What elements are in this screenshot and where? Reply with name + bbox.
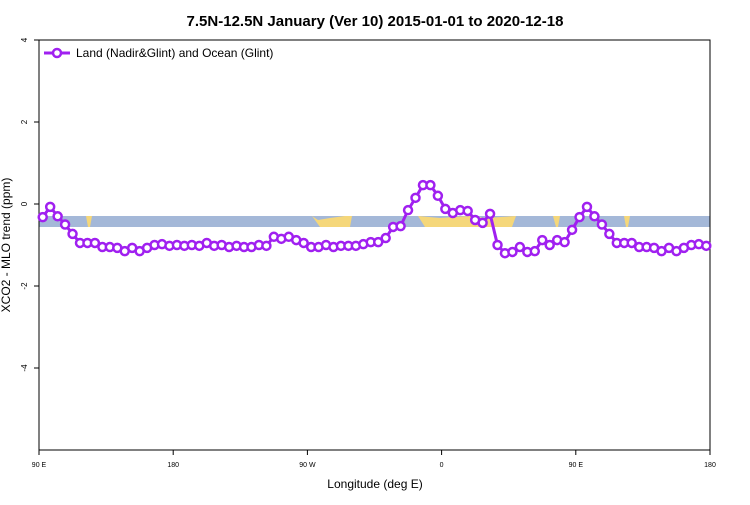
data-point bbox=[425, 179, 436, 191]
data-point bbox=[529, 245, 541, 257]
x-tick-label: 90 W bbox=[299, 462, 316, 469]
data-point bbox=[410, 192, 421, 204]
data-point bbox=[59, 219, 71, 230]
data-point bbox=[596, 219, 608, 230]
x-tick-label: 90 E bbox=[32, 462, 47, 469]
x-tick-label: 180 bbox=[167, 462, 179, 469]
chart-title: 7.5N-12.5N January (Ver 10) 2015-01-01 t… bbox=[187, 13, 564, 30]
x-axis-label: Longitude (deg E) bbox=[327, 477, 422, 491]
data-point bbox=[67, 228, 78, 240]
data-point bbox=[372, 236, 384, 248]
legend-marker bbox=[51, 47, 63, 59]
data-point bbox=[492, 239, 503, 251]
y-tick-label: -2 bbox=[20, 282, 29, 290]
data-point bbox=[626, 237, 637, 249]
data-point bbox=[581, 201, 593, 213]
data-point bbox=[484, 208, 496, 220]
data-point bbox=[52, 211, 63, 222]
data-point bbox=[462, 205, 473, 217]
legend-label: Land (Nadir&Glint) and Ocean (Glint) bbox=[76, 46, 273, 60]
data-point bbox=[261, 240, 272, 252]
data-point bbox=[574, 211, 585, 223]
data-point bbox=[395, 220, 406, 232]
x-tick-label: 90 E bbox=[569, 462, 584, 469]
data-point bbox=[566, 224, 578, 236]
data-point bbox=[44, 201, 56, 213]
data-point bbox=[514, 241, 526, 253]
data-point bbox=[89, 237, 101, 249]
data-point bbox=[701, 240, 712, 252]
legend: Land (Nadir&Glint) and Ocean (Glint) bbox=[44, 46, 273, 60]
reference-band bbox=[39, 216, 710, 227]
y-tick-label: 4 bbox=[20, 37, 29, 42]
data-point bbox=[432, 190, 444, 202]
y-tick-label: -4 bbox=[20, 364, 29, 372]
data-point bbox=[544, 239, 555, 251]
data-point bbox=[37, 211, 48, 223]
data-point bbox=[477, 217, 488, 229]
data-point bbox=[507, 246, 518, 258]
data-point bbox=[559, 236, 570, 248]
data-point bbox=[604, 228, 615, 240]
data-point bbox=[537, 234, 548, 246]
y-tick-label: 0 bbox=[20, 201, 29, 206]
y-axis-label: XCO2 - MLO trend (ppm) bbox=[0, 178, 13, 313]
data-point bbox=[440, 203, 451, 215]
x-tick-label: 180 bbox=[704, 462, 716, 469]
y-tick-label: 2 bbox=[20, 119, 29, 124]
data-point bbox=[380, 232, 391, 244]
data-point bbox=[589, 211, 600, 222]
data-point bbox=[298, 237, 309, 249]
data-point bbox=[402, 204, 414, 216]
x-tick-label: 0 bbox=[440, 462, 444, 469]
